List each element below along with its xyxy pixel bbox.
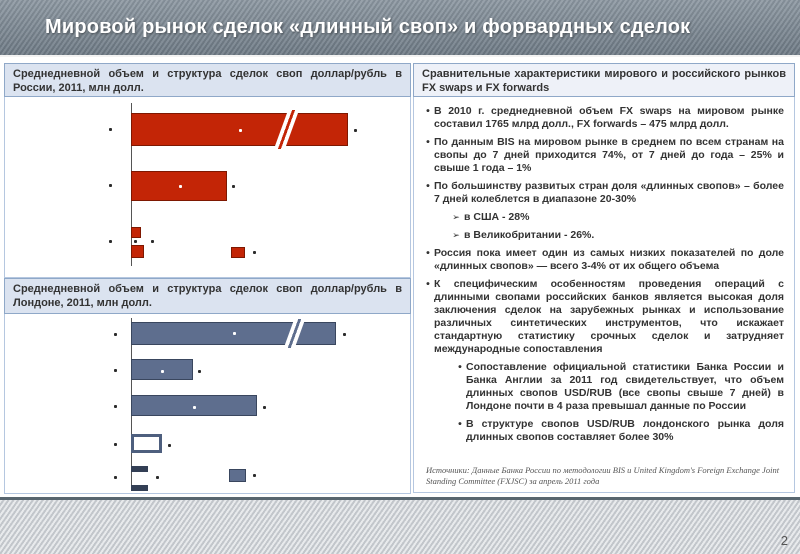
tiny-label-dot bbox=[156, 476, 159, 479]
tiny-label-dot bbox=[134, 240, 137, 243]
tiny-label-dot bbox=[253, 474, 256, 477]
tiny-label-dot bbox=[233, 332, 236, 335]
tiny-label-dot bbox=[179, 185, 182, 188]
right-panel-header: Сравнительные характеристики мирового и … bbox=[413, 63, 795, 97]
page-number: 2 bbox=[780, 533, 788, 548]
tiny-label-dot bbox=[263, 406, 266, 409]
bullet-marker: • bbox=[426, 180, 430, 192]
tiny-label-dot bbox=[114, 405, 117, 408]
tiny-label-dot bbox=[253, 251, 256, 254]
tiny-label-dot bbox=[193, 406, 196, 409]
bullet-text: В 2010 г. среднедневной объем FX swaps н… bbox=[434, 105, 784, 130]
tiny-label-dot bbox=[114, 443, 117, 446]
bullet-text: В структуре свопов USD/RUB лондонского р… bbox=[466, 418, 784, 443]
bullet-marker: • bbox=[426, 278, 430, 290]
tiny-label-dot bbox=[109, 240, 112, 243]
title-band: Мировой рынок сделок «длинный своп» и фо… bbox=[0, 0, 800, 57]
tiny-label-dot bbox=[114, 369, 117, 372]
bullet-item: • По данным BIS на мировом рынке в средне… bbox=[422, 136, 784, 175]
tiny-label-dot bbox=[114, 476, 117, 479]
bullet-item: ➢ в США - 28% bbox=[448, 211, 784, 224]
bar bbox=[131, 245, 144, 258]
bar bbox=[131, 434, 162, 453]
bullet-list: • В 2010 г. среднедневной объем FX swaps … bbox=[414, 97, 794, 444]
bullet-item: • В 2010 г. среднедневной объем FX swaps … bbox=[422, 105, 784, 131]
tiny-label-dot bbox=[239, 129, 242, 132]
tiny-label-dot bbox=[354, 129, 357, 132]
bullet-marker: ➢ bbox=[452, 212, 460, 222]
london-chart-header: Среднедневной объем и структура сделок с… bbox=[4, 278, 411, 314]
bullet-item: • В структуре свопов USD/RUB лондонского … bbox=[454, 418, 784, 444]
bullet-text: По данным BIS на мировом рынке в среднем… bbox=[434, 136, 784, 174]
tiny-label-dot bbox=[109, 128, 112, 131]
bar bbox=[131, 395, 257, 416]
bullet-item: ➢ в Великобритании - 26%. bbox=[448, 229, 784, 242]
tiny-label-dot bbox=[168, 444, 171, 447]
bullet-text: К специфическим особенностям проведения … bbox=[434, 278, 784, 355]
bullet-text: По большинству развитых стран доля «длин… bbox=[434, 180, 784, 205]
legend-swatch bbox=[231, 247, 245, 258]
tiny-label-dot bbox=[151, 240, 154, 243]
source-note: Источники: Данные Банка России по методо… bbox=[426, 465, 780, 486]
page-title: Мировой рынок сделок «длинный своп» и фо… bbox=[45, 16, 691, 38]
tiny-label-dot bbox=[232, 185, 235, 188]
bullet-marker: • bbox=[426, 105, 430, 117]
bullet-item: • Сопоставление официальной статистики Ба… bbox=[454, 361, 784, 413]
bar bbox=[131, 359, 193, 380]
comparison-text-panel: • В 2010 г. среднедневной объем FX swaps … bbox=[413, 97, 795, 493]
bullet-text: в США - 28% bbox=[464, 211, 530, 223]
london-bar-chart bbox=[4, 314, 411, 494]
bullet-text: в Великобритании - 26%. bbox=[464, 229, 595, 241]
tiny-label-dot bbox=[343, 333, 346, 336]
tiny-label-dot bbox=[114, 333, 117, 336]
bar bbox=[131, 466, 148, 472]
bullet-item: • По большинству развитых стран доля «дли… bbox=[422, 180, 784, 206]
bullet-marker: ➢ bbox=[452, 230, 460, 240]
bullet-marker: • bbox=[426, 136, 430, 148]
footer-band: ММВБ MICEX RTSБИРЖА 2 bbox=[0, 497, 800, 554]
tiny-label-dot bbox=[109, 184, 112, 187]
bullet-item: • Россия пока имеет один из самых низких … bbox=[422, 247, 784, 273]
legend-swatch bbox=[229, 469, 246, 482]
bullet-item: • К специфическим особенностям проведения… bbox=[422, 278, 784, 356]
russia-bar-chart bbox=[4, 97, 411, 278]
tiny-label-dot bbox=[161, 370, 164, 373]
bullet-marker: • bbox=[458, 361, 462, 373]
tiny-label-dot bbox=[198, 370, 201, 373]
bar bbox=[131, 485, 148, 491]
bar bbox=[131, 227, 141, 238]
bullet-marker: • bbox=[458, 418, 462, 430]
bullet-text: Россия пока имеет один из самых низких п… bbox=[434, 247, 784, 272]
russia-chart-header: Среднедневной объем и структура сделок с… bbox=[4, 63, 411, 97]
bullet-marker: • bbox=[426, 247, 430, 259]
bullet-text: Сопоставление официальной статистики Бан… bbox=[466, 361, 784, 412]
